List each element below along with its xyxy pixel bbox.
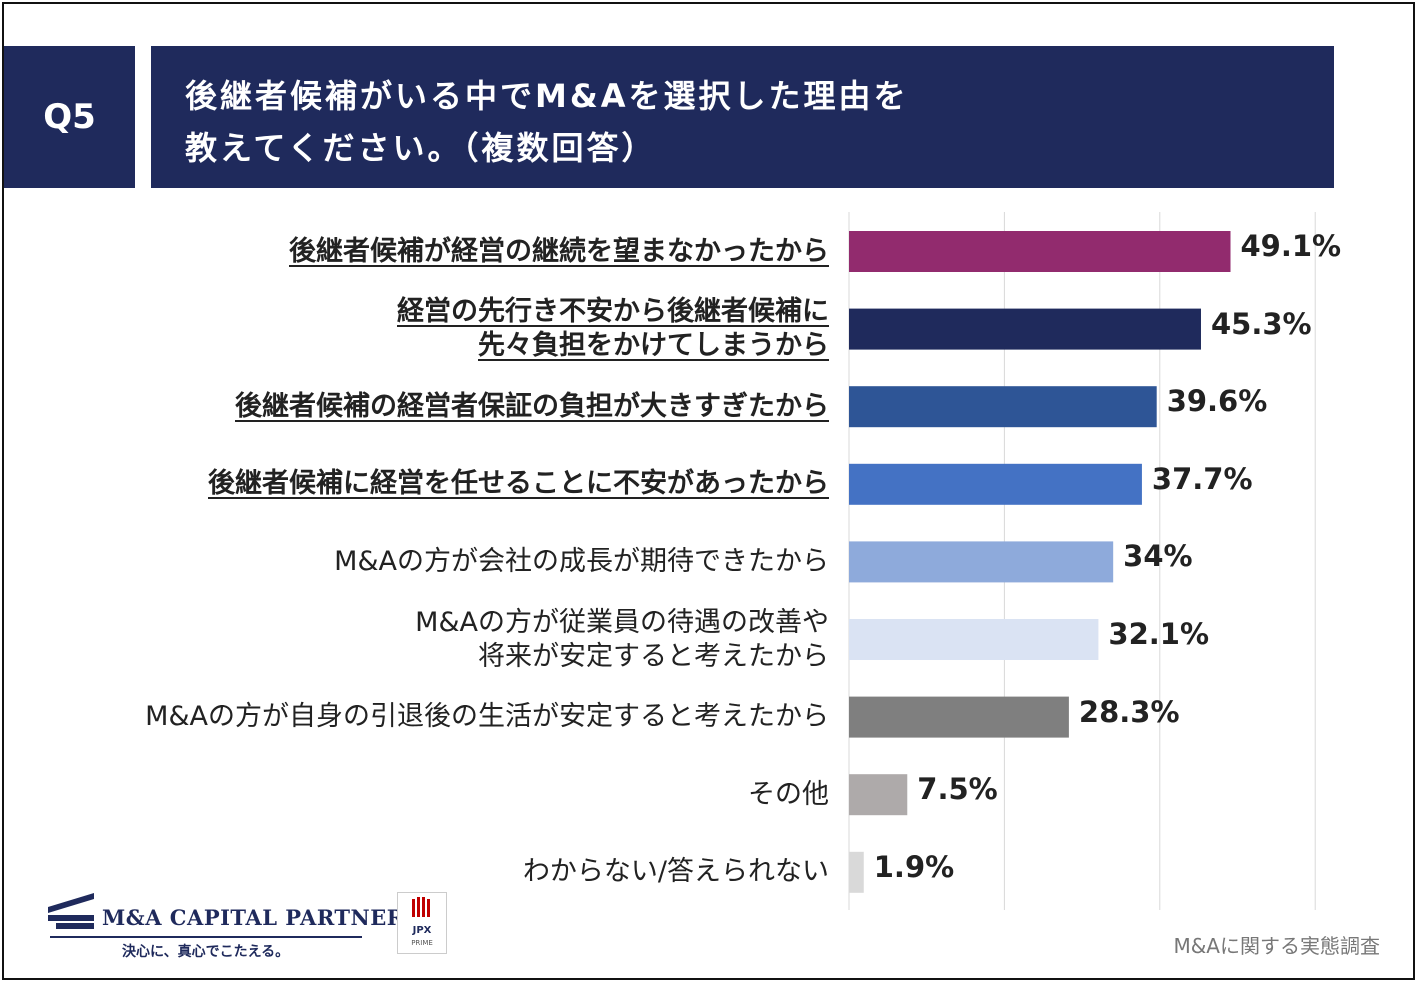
- question-number: Q5: [43, 97, 96, 137]
- category-label-line: 将来が安定すると考えたから: [478, 640, 829, 672]
- logo-divider: [50, 936, 362, 938]
- value-label: 34%: [1123, 539, 1193, 574]
- value-label: 1.9%: [873, 849, 955, 884]
- category-label: M&Aの方が会社の成長が期待できたから: [334, 545, 829, 579]
- question-title-box: 後継者候補がいる中でM&Aを選択した理由を 教えてください。（複数回答）: [151, 46, 1334, 188]
- value-label: 45.3%: [1210, 306, 1312, 341]
- bar: [849, 308, 1201, 350]
- category-label-line: M&Aの方が自身の引退後の生活が安定すると考えたから: [145, 701, 829, 733]
- bar: [849, 774, 908, 816]
- source-note: M&Aに関する実態調査: [1173, 934, 1380, 958]
- jpx-prime-badge: JPX PRIME: [397, 892, 447, 954]
- jpx-flag-icon: [412, 897, 430, 917]
- jpx-sub-label: PRIME: [411, 939, 433, 947]
- category-label-line: M&Aの方が会社の成長が期待できたから: [334, 545, 829, 577]
- bar: [849, 541, 1114, 583]
- category-label: わからない/答えられない: [523, 855, 829, 889]
- value-label: 7.5%: [917, 772, 998, 807]
- category-label: 後継者候補に経営を任せることに不安があったから: [208, 467, 829, 501]
- category-label-line: わからない/答えられない: [522, 856, 829, 888]
- category-label-line: 後継者候補の経営者保証の負担が大きすぎたから: [235, 390, 829, 422]
- category-label-line: M&Aの方が従業員の待遇の改善や: [415, 606, 829, 638]
- value-label: 49.1%: [1240, 229, 1342, 263]
- bar: [849, 619, 1099, 660]
- value-label: 32.1%: [1108, 617, 1210, 651]
- category-label: M&Aの方が自身の引退後の生活が安定すると考えたから: [145, 700, 829, 734]
- category-label-line: 経営の先行き不安から後継者候補に: [397, 296, 829, 328]
- question-title-line1: 後継者候補がいる中でM&Aを選択した理由を: [185, 77, 909, 115]
- question-number-badge: Q5: [4, 46, 135, 188]
- question-title-line2: 教えてください。（複数回答）: [185, 129, 657, 167]
- category-label: その他: [748, 778, 829, 812]
- category-label: 後継者候補の経営者保証の負担が大きすぎたから: [235, 390, 829, 424]
- category-label: 後継者候補が経営の継続を望まなかったから: [289, 235, 829, 269]
- company-name: M&A CAPITAL PARTNERS: [102, 905, 421, 930]
- jpx-label: JPX: [412, 925, 432, 936]
- category-label-line: 先々負担をかけてしまうから: [478, 330, 829, 362]
- bar: [849, 386, 1157, 428]
- value-label: 37.7%: [1151, 461, 1253, 496]
- company-logo-mark: [48, 893, 94, 929]
- category-label-line: 後継者候補に経営を任せることに不安があったから: [208, 468, 829, 500]
- bar: [849, 231, 1231, 272]
- bar: [849, 851, 864, 893]
- category-label: M&Aの方が従業員の待遇の改善や 将来が安定すると考えたから: [415, 606, 829, 674]
- company-tagline: 決心に、真心でこたえる。: [122, 944, 290, 960]
- value-label: 39.6%: [1166, 384, 1268, 419]
- bar: [849, 463, 1142, 505]
- bar: [849, 696, 1069, 738]
- value-label: 28.3%: [1078, 694, 1180, 729]
- category-label: 経営の先行き不安から後継者候補に 先々負担をかけてしまうから: [397, 295, 829, 363]
- category-label-line: 後継者候補が経営の継続を望まなかったから: [289, 235, 829, 267]
- category-label-line: その他: [748, 778, 829, 810]
